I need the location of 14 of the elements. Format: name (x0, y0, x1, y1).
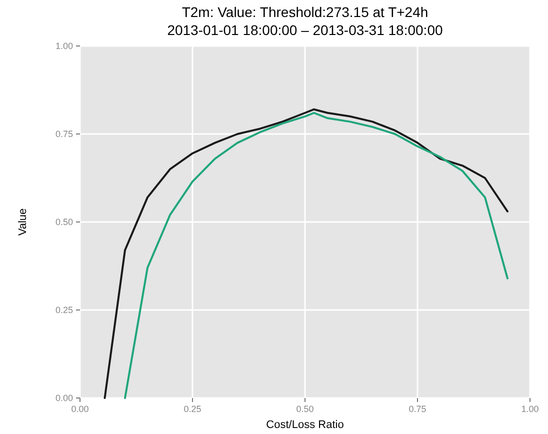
y-axis-title: Value (17, 208, 29, 236)
chart-title: T2m: Value: Threshold:273.15 at T+24h (182, 4, 428, 20)
y-tick-label: 0.75 (55, 129, 73, 140)
x-axis-title: Cost/Loss Ratio (266, 419, 344, 431)
x-tick-label: 0.25 (184, 404, 202, 414)
x-tick-label: 0.75 (408, 404, 426, 414)
x-tick-label: 1.00 (521, 404, 539, 414)
y-tick-label: 0.25 (55, 305, 73, 316)
x-tick-label: 0.00 (71, 404, 89, 414)
y-tick-label: 0.50 (55, 217, 73, 228)
chart-subtitle: 2013-01-01 18:00:00 – 2013-03-31 18:00:00 (167, 22, 443, 38)
y-tick-label: 1.00 (55, 41, 73, 52)
y-tick-label: 0.00 (55, 393, 73, 404)
x-tick-label: 0.50 (296, 404, 314, 414)
